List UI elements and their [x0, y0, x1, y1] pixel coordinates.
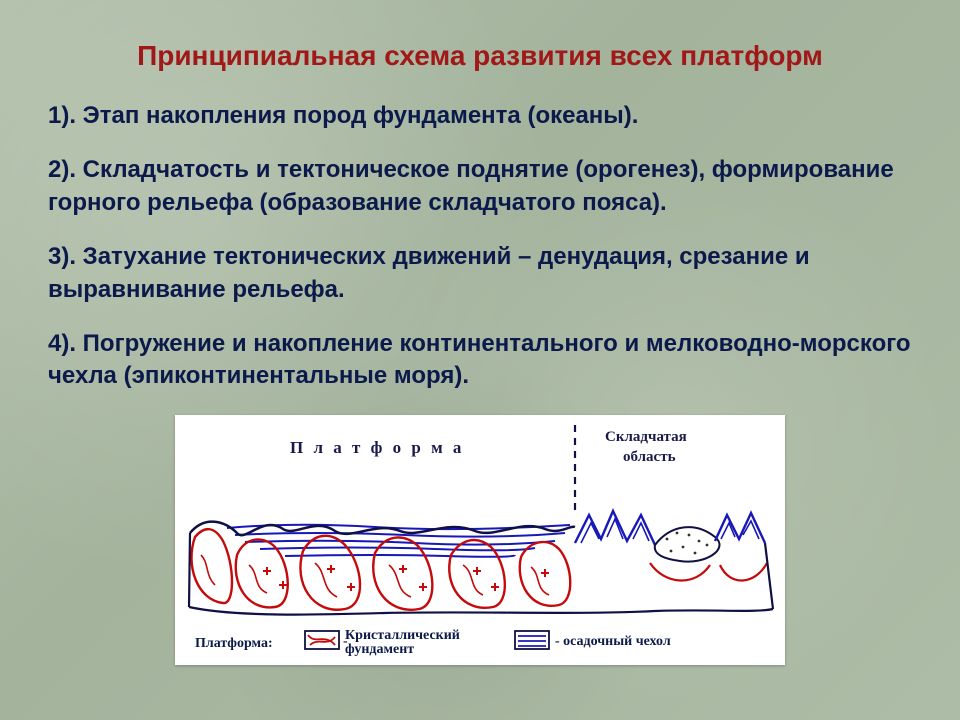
- legend-cover: - осадочный чехол: [555, 634, 671, 649]
- slide: Принципиальная схема развития всех платф…: [0, 0, 960, 720]
- legend-basement-l1: Кристаллический: [345, 628, 460, 643]
- legend-basement-l2: фундамент: [345, 642, 414, 657]
- label-folded-l2: область: [623, 449, 676, 465]
- list-item: 3). Затухание тектонических движений – д…: [48, 241, 912, 306]
- plus-marks: [263, 565, 549, 591]
- list-item: 4). Погружение и накопление континенталь…: [48, 328, 912, 393]
- slide-title: Принципиальная схема развития всех платф…: [48, 40, 912, 72]
- label-folded-l1: Складчатая: [605, 429, 687, 445]
- list-item: 2). Складчатость и тектоническое подняти…: [48, 154, 912, 219]
- right-edge: [765, 543, 773, 609]
- geology-diagram: П л а т ф о р м а Складчатая область: [175, 415, 785, 665]
- diagram-svg: П л а т ф о р м а Складчатая область: [175, 415, 785, 665]
- legend-prefix: Платформа:: [195, 636, 273, 651]
- label-platform: П л а т ф о р м а: [290, 438, 464, 457]
- folded-area: [575, 511, 767, 581]
- legend-dash: -: [343, 634, 348, 649]
- list-item: 1). Этап накопления пород фундамента (ок…: [48, 100, 912, 132]
- left-edge: [189, 533, 190, 607]
- legend-swatch-basement-fill: [308, 635, 335, 645]
